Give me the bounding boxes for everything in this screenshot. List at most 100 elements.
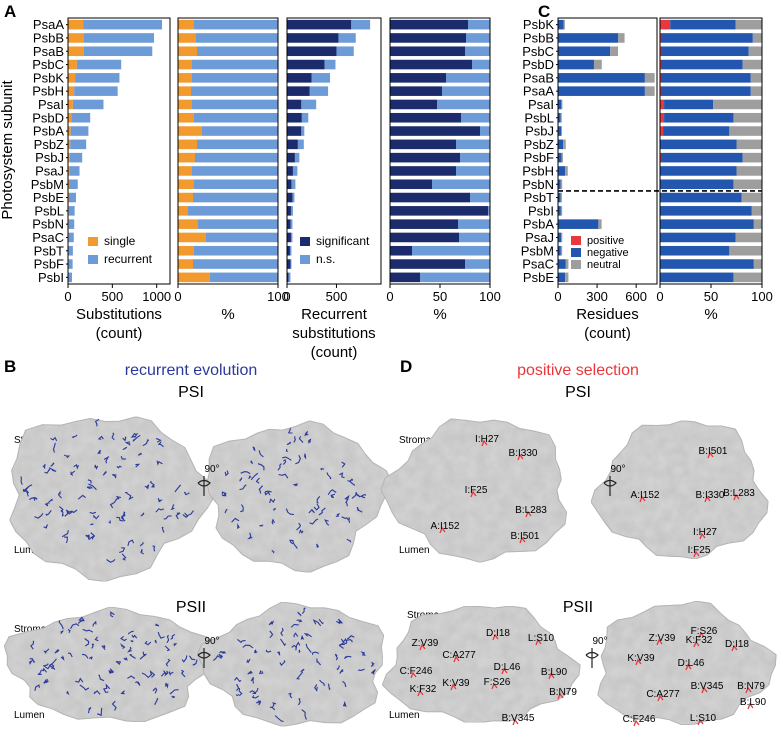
bar-recurrent-PsbK — [192, 73, 278, 83]
recurrent-site — [345, 498, 349, 507]
recurrent-site — [111, 700, 117, 711]
bar-negative-PsaA — [661, 86, 751, 96]
selected-residue-mark — [548, 672, 555, 680]
bar-ns.-PsbZ — [297, 139, 304, 150]
recurrent-site — [152, 545, 156, 552]
psi-side-site-label: B:L283 — [723, 488, 755, 499]
bar-recurrent-PsbT — [68, 245, 73, 256]
psii-side-site-label: C:A277 — [646, 689, 680, 700]
psi-side-site-label: A:I152 — [631, 490, 660, 501]
psi-front-site-label: B:I501 — [511, 531, 540, 542]
recurrent-site — [111, 432, 115, 441]
recurrent-site — [52, 442, 56, 453]
recurrent-site — [24, 484, 33, 494]
recurrent-site — [316, 495, 321, 504]
category-label-PsbF: PsbF — [524, 150, 554, 165]
bar-negative-PsbJ — [558, 126, 561, 136]
bar-neutral-PsbC — [748, 46, 762, 57]
bar-ns.-PsbK — [311, 73, 331, 83]
bar-neutral-PsbA — [753, 219, 762, 229]
bar-recurrent-PsbM — [194, 179, 278, 190]
bar-neutral-PsbJ — [729, 126, 762, 136]
recurrent-site — [87, 479, 92, 484]
recurrent-site — [46, 678, 49, 683]
recurrent-site — [348, 517, 351, 523]
recurrent-site — [41, 667, 48, 673]
legend-swatch-negative — [571, 248, 581, 257]
bar-single-PsaI — [178, 99, 192, 110]
bar-ns.-PsbT — [412, 245, 490, 256]
recurrent-site — [371, 669, 376, 675]
recurrent-site — [289, 539, 294, 545]
bar-negative-PsaC — [558, 259, 566, 269]
bar-neutral-PsbD — [593, 59, 602, 70]
category-label-PsbF: PsbF — [34, 257, 64, 272]
plot-frame — [557, 17, 658, 285]
recurrent-site — [296, 671, 304, 680]
bar-neutral-PsbM — [729, 245, 762, 256]
recurrent-site — [269, 630, 274, 639]
recurrent-site — [314, 684, 318, 692]
bar-neutral-PsbC — [610, 46, 619, 57]
bar-recurrent-PsbF — [193, 259, 278, 269]
psii-front-site-label: K:V39 — [442, 678, 470, 689]
bar-recurrent-PsbN — [198, 219, 278, 229]
category-label-PsbI: PsbI — [38, 270, 64, 285]
bar-negative-PsbJ — [663, 126, 730, 136]
bar-negative-PsbK — [670, 19, 736, 30]
bar-recurrent-PsbC — [192, 59, 278, 70]
recurrent-site — [182, 514, 189, 519]
psi-side-site-label: B:I501 — [699, 446, 728, 457]
bar-significant-PsbA — [287, 126, 302, 136]
recurrent-site — [61, 510, 65, 517]
psii-side-site-label: C:F246 — [623, 714, 656, 725]
bar-single-PsaC — [178, 232, 206, 243]
recurrent-site — [351, 491, 357, 499]
recurrent-site — [174, 484, 182, 493]
recurrent-site — [298, 698, 301, 706]
recurrent-site — [120, 643, 126, 649]
recurrent-site — [64, 511, 70, 517]
recurrent-site — [139, 653, 147, 660]
recurrent-site — [273, 508, 276, 512]
recurrent-site — [91, 643, 94, 649]
bar-recurrent-PsaC — [68, 232, 74, 243]
bar-significant-PsbI — [390, 272, 420, 283]
recurrent-site — [70, 623, 80, 630]
recurrent-site — [58, 506, 64, 513]
recurrent-site — [68, 509, 78, 515]
bar-ns.-PsaA — [468, 19, 490, 30]
bar-ns.-PsbC — [472, 59, 490, 70]
recurrent-site — [316, 543, 320, 548]
bar-negative-PsbA — [660, 219, 754, 229]
recurrent-site — [357, 668, 365, 671]
selected-residue-mark — [701, 686, 708, 694]
bar-significant-PsbJ — [390, 152, 460, 163]
bar-negative-PsbF — [558, 152, 562, 163]
category-label-PsbA: PsbA — [33, 124, 64, 139]
x-axis-label: % — [433, 306, 446, 323]
recurrent-site — [303, 632, 312, 638]
bar-recurrent-PsbK — [75, 73, 120, 83]
bar-recurrent-PsbD — [194, 112, 278, 123]
bar-neutral-PsaC — [753, 259, 762, 269]
selected-residue-mark — [699, 532, 706, 540]
bar-significant-PsbF — [287, 259, 291, 269]
category-label-PsaB: PsaB — [33, 44, 64, 59]
psii-front-site-label: Z:V39 — [412, 638, 439, 649]
recurrent-site — [45, 509, 52, 516]
recurrent-site — [79, 684, 90, 691]
psii-side-structure — [196, 601, 385, 727]
selected-residue-mark — [512, 718, 519, 726]
recurrent-site — [280, 627, 284, 637]
selected-residue-mark — [417, 689, 424, 697]
bar-recurrent-PsbF — [68, 259, 73, 269]
plot-frame — [659, 17, 763, 285]
recurrent-site — [370, 661, 375, 668]
recurrent-site — [234, 676, 242, 683]
psii-side-site-label: F:S26 — [691, 626, 718, 637]
bar-ns.-PsbM — [291, 179, 296, 190]
psii-front-site-label: B:V345 — [502, 713, 535, 724]
bar-single-PsaI — [68, 99, 73, 110]
